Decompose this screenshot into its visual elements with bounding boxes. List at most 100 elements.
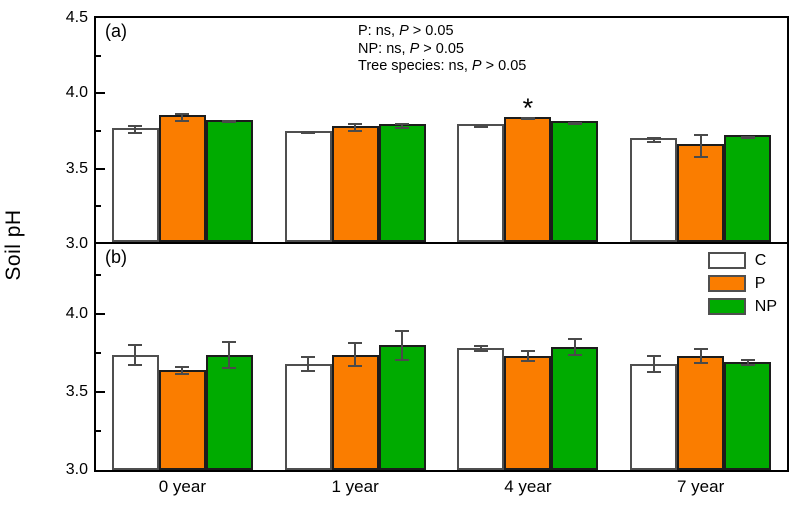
annotation-line: P: ns, P > 0.05 bbox=[358, 23, 454, 39]
bar-p-1-year bbox=[331, 354, 379, 470]
panel-a-letter: (a) bbox=[105, 21, 127, 41]
error-cap-bottom bbox=[473, 349, 488, 352]
error-cap-bottom bbox=[175, 119, 190, 122]
error-line bbox=[401, 123, 404, 130]
bar-p-4-year bbox=[504, 356, 552, 470]
panel-b-letter: (b) bbox=[105, 247, 127, 267]
bar-p-1-year bbox=[331, 126, 379, 242]
bar-np-1-year bbox=[378, 345, 426, 470]
x-category-label: 0 year bbox=[158, 477, 206, 496]
bar-p-7-year bbox=[677, 356, 725, 470]
error-bar bbox=[175, 365, 190, 375]
error-bar bbox=[348, 123, 363, 133]
error-bar bbox=[693, 134, 708, 159]
bar-c-7-year bbox=[630, 364, 678, 470]
error-line bbox=[699, 348, 702, 364]
bar-c-1-year bbox=[284, 364, 332, 470]
error-line bbox=[134, 124, 137, 134]
x-category-label: 4 year bbox=[504, 477, 552, 496]
error-line bbox=[181, 365, 184, 375]
y-tick-label: 4.5 bbox=[65, 9, 88, 26]
error-bar bbox=[301, 131, 316, 134]
bar-p-0-year bbox=[158, 115, 206, 242]
error-line bbox=[479, 345, 482, 352]
bar-c-4-year bbox=[457, 348, 505, 470]
error-bar bbox=[740, 359, 755, 366]
bar-np-4-year bbox=[551, 346, 599, 470]
y-tick-minor bbox=[96, 54, 101, 57]
error-cap-bottom bbox=[693, 362, 708, 364]
error-bar bbox=[128, 343, 143, 366]
x-category-label: 7 year bbox=[677, 477, 725, 496]
error-cap-bottom bbox=[567, 354, 582, 357]
y-axis-title: Soil pH bbox=[2, 209, 25, 281]
y-tick-label: 4.0 bbox=[65, 305, 88, 323]
error-line bbox=[699, 134, 702, 159]
error-bar bbox=[301, 356, 316, 372]
bar-c-4-year bbox=[457, 124, 505, 242]
y-tick-major bbox=[96, 391, 105, 394]
error-cap-bottom bbox=[222, 366, 237, 369]
error-cap-bottom bbox=[301, 369, 316, 372]
error-bar bbox=[348, 342, 363, 368]
error-bar bbox=[520, 349, 535, 363]
error-bar bbox=[520, 117, 535, 121]
y-tick-minor bbox=[96, 352, 101, 355]
bar-np-7-year bbox=[724, 135, 772, 242]
error-cap-bottom bbox=[473, 125, 488, 128]
error-bar bbox=[395, 123, 410, 130]
bar-p-0-year bbox=[158, 370, 206, 470]
error-bar bbox=[646, 354, 661, 374]
error-cap-bottom bbox=[175, 372, 190, 375]
error-cap-bottom bbox=[740, 136, 755, 139]
error-line bbox=[181, 112, 184, 122]
error-cap-bottom bbox=[222, 121, 237, 124]
bar-np-1-year bbox=[378, 124, 426, 242]
error-line bbox=[526, 349, 529, 363]
legend-swatch-np bbox=[707, 298, 746, 315]
panel-a: (a) P: ns, P > 0.05 NP: ns, P > 0.05 Tre… bbox=[96, 18, 787, 244]
bar-np-7-year bbox=[724, 362, 772, 470]
y-tick-minor bbox=[96, 130, 101, 132]
legend-label: C bbox=[754, 251, 767, 269]
error-line bbox=[307, 356, 310, 372]
error-line bbox=[573, 337, 576, 357]
y-tick-major bbox=[96, 313, 105, 316]
anova-annotation: P: ns, P > 0.05 NP: ns, P > 0.05 Tree sp… bbox=[358, 23, 526, 76]
annotation-line: NP: ns, P > 0.05 bbox=[358, 40, 464, 57]
error-cap-bottom bbox=[301, 132, 316, 134]
bar-c-0-year bbox=[111, 127, 159, 242]
error-cap-bottom bbox=[348, 365, 363, 368]
error-cap-bottom bbox=[646, 371, 661, 374]
panel-b: (b) C P NP bbox=[96, 244, 787, 470]
error-cap-bottom bbox=[395, 127, 410, 130]
bar-np-4-year bbox=[551, 121, 599, 242]
bar-np-0-year bbox=[205, 354, 253, 470]
legend-label: NP bbox=[754, 297, 777, 315]
y-tick-label: 3.5 bbox=[65, 383, 88, 401]
legend: C P NP bbox=[707, 249, 777, 318]
x-category-label: 1 year bbox=[331, 477, 379, 496]
y-tick-major bbox=[96, 167, 105, 170]
error-bar bbox=[175, 112, 190, 122]
bar-c-1-year bbox=[284, 130, 332, 242]
error-line bbox=[134, 343, 137, 366]
error-line bbox=[652, 137, 655, 144]
error-cap-bottom bbox=[693, 156, 708, 159]
error-bar bbox=[646, 137, 661, 144]
y-tick-label: 3.0 bbox=[65, 235, 88, 252]
error-line bbox=[228, 340, 231, 369]
error-bar bbox=[222, 120, 237, 124]
bar-c-7-year bbox=[630, 138, 678, 242]
error-cap-bottom bbox=[128, 363, 143, 366]
error-cap-bottom bbox=[740, 363, 755, 366]
legend-item-c: C bbox=[707, 249, 777, 272]
error-line bbox=[354, 123, 357, 133]
error-bar bbox=[567, 337, 582, 357]
y-tick-label: 4.0 bbox=[65, 84, 88, 102]
plot-area: (a) P: ns, P > 0.05 NP: ns, P > 0.05 Tre… bbox=[94, 16, 789, 472]
legend-swatch-c bbox=[707, 252, 746, 269]
error-bar bbox=[567, 121, 582, 125]
y-tick-minor bbox=[96, 430, 101, 433]
